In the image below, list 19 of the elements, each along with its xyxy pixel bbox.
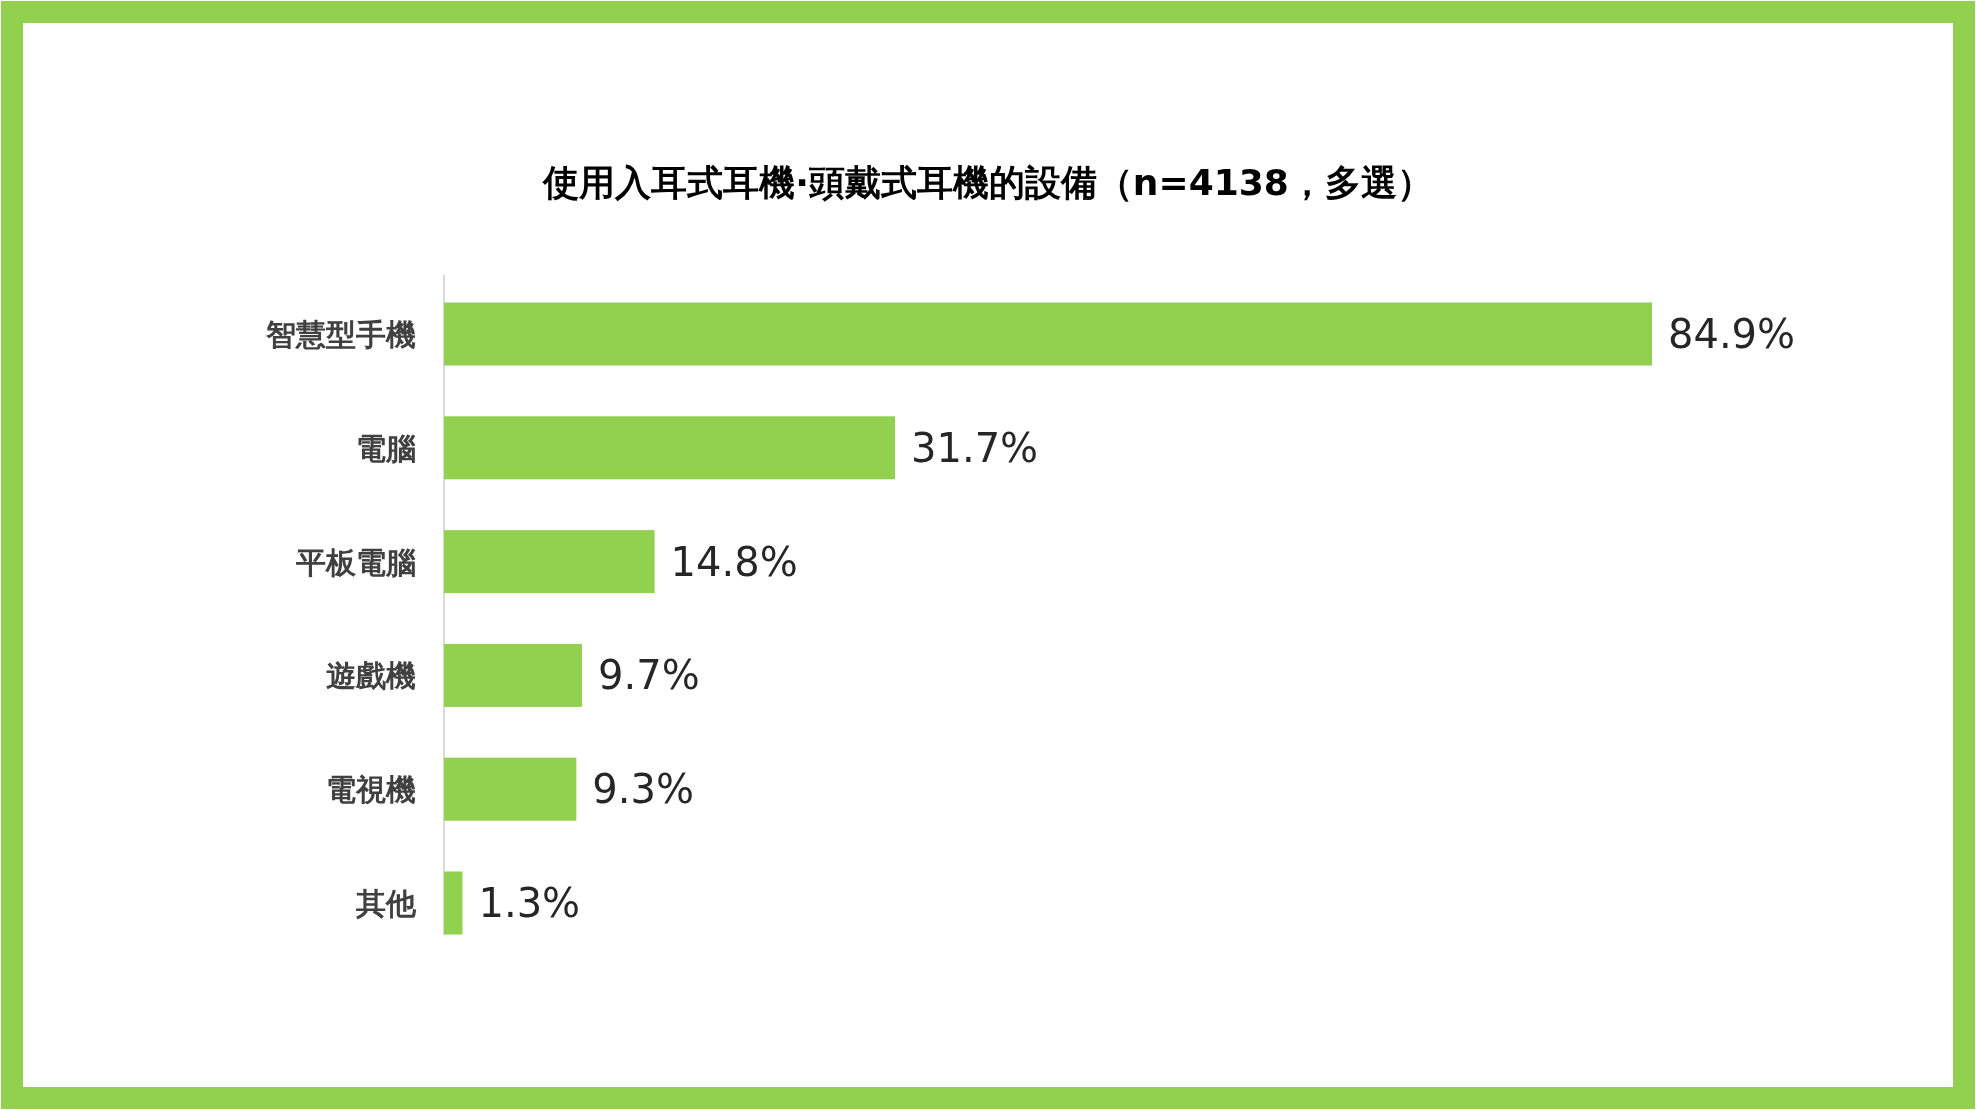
- bar: [444, 871, 463, 935]
- bar: [444, 757, 577, 821]
- bar: [444, 416, 896, 480]
- chart-title: 使用入耳式耳機·頭戴式耳機的設備（n=4138，多選）: [541, 162, 1433, 203]
- data-label: 1.3%: [478, 880, 581, 926]
- y-tick-label: 遊戲機: [326, 658, 416, 694]
- data-label: 9.7%: [598, 652, 700, 699]
- data-label: 84.9%: [1668, 311, 1796, 357]
- y-tick-label: 電腦: [356, 430, 416, 466]
- data-label: 31.7%: [911, 424, 1039, 471]
- bar: [444, 302, 1652, 366]
- y-tick-label: 平板電腦: [295, 544, 416, 580]
- data-label: 14.8%: [670, 538, 798, 585]
- y-tick-label: 其他: [355, 886, 417, 921]
- data-label: 9.3%: [592, 766, 694, 813]
- bar: [444, 643, 583, 707]
- bar: [444, 530, 655, 594]
- y-tick-label: 智慧型手機: [265, 317, 416, 352]
- y-tick-label: 電視機: [326, 772, 416, 808]
